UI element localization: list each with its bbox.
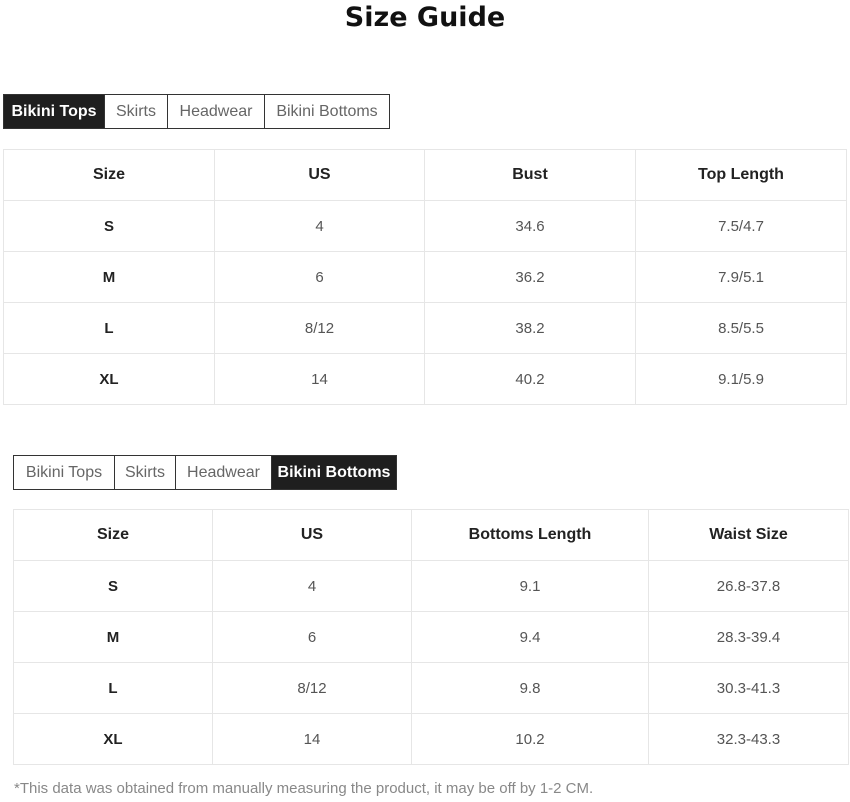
tab-headwear[interactable]: Headwear [176,456,272,489]
table-row: XL 14 10.2 32.3-43.3 [13,713,849,765]
table-cell: 26.8-37.8 [648,560,849,612]
table-cell: 30.3-41.3 [648,662,849,714]
tab-skirts[interactable]: Skirts [105,95,168,128]
header-row: Size US Bust Top Length [3,149,847,201]
column-header: Waist Size [648,509,849,561]
table-cell: M [13,611,213,663]
table-row: L 8/12 9.8 30.3-41.3 [13,662,849,714]
tab-bikini-bottoms[interactable]: Bikini Bottoms [272,456,396,489]
column-header: Size [3,149,215,201]
table-cell: 6 [212,611,412,663]
table-cell: 7.9/5.1 [635,251,847,303]
table-cell: 9.1 [411,560,649,612]
table-cell: 36.2 [424,251,636,303]
bottoms-size-table: Size US Bottoms Length Waist Size S 4 9.1 26.8-… [13,509,849,765]
table-cell: 8/12 [214,302,425,354]
table-cell: 7.5/4.7 [635,200,847,252]
table-cell: S [3,200,215,252]
table-cell: 14 [212,713,412,765]
table-cell: 34.6 [424,200,636,252]
table-cell: 4 [212,560,412,612]
column-header: US [212,509,412,561]
table-cell: 8/12 [212,662,412,714]
column-header: Bust [424,149,636,201]
table-row: S 4 9.1 26.8-37.8 [13,560,849,612]
header-row: Size US Bottoms Length Waist Size [13,509,849,561]
table-row: M 6 9.4 28.3-39.4 [13,611,849,663]
table-cell: 40.2 [424,353,636,405]
table-row: M 6 36.2 7.9/5.1 [3,251,847,303]
table-cell: 8.5/5.5 [635,302,847,354]
table-cell: 6 [214,251,425,303]
table-cell: 4 [214,200,425,252]
page-title: Size Guide [344,2,506,33]
column-header: Bottoms Length [411,509,649,561]
table-cell: 9.4 [411,611,649,663]
table-cell: M [3,251,215,303]
bottoms-tab-bar: Bikini Tops Skirts Headwear Bikini Bottoms [13,455,397,490]
table-cell: 10.2 [411,713,649,765]
table-cell: 32.3-43.3 [648,713,849,765]
tab-headwear[interactable]: Headwear [168,95,265,128]
column-header: Size [13,509,213,561]
measurement-note: *This data was obtained from manually me… [14,780,594,797]
tab-bikini-tops[interactable]: Bikini Tops [4,95,105,128]
table-row: L 8/12 38.2 8.5/5.5 [3,302,847,354]
table-cell: XL [13,713,213,765]
column-header: Top Length [635,149,847,201]
table-cell: 9.1/5.9 [635,353,847,405]
tops-tab-bar: Bikini Tops Skirts Headwear Bikini Bottoms [3,94,390,129]
column-header: US [214,149,425,201]
table-row: XL 14 40.2 9.1/5.9 [3,353,847,405]
table-cell: S [13,560,213,612]
table-cell: 14 [214,353,425,405]
table-row: S 4 34.6 7.5/4.7 [3,200,847,252]
table-cell: 38.2 [424,302,636,354]
table-cell: XL [3,353,215,405]
table-cell: L [13,662,213,714]
table-cell: 28.3-39.4 [648,611,849,663]
tab-bikini-tops[interactable]: Bikini Tops [14,456,115,489]
table-cell: 9.8 [411,662,649,714]
tops-size-table: Size US Bust Top Length S 4 34.6 7.5/4.7 M 6 36.2 7… [3,149,847,405]
tab-bikini-bottoms[interactable]: Bikini Bottoms [265,95,389,128]
table-cell: L [3,302,215,354]
tab-skirts[interactable]: Skirts [115,456,176,489]
